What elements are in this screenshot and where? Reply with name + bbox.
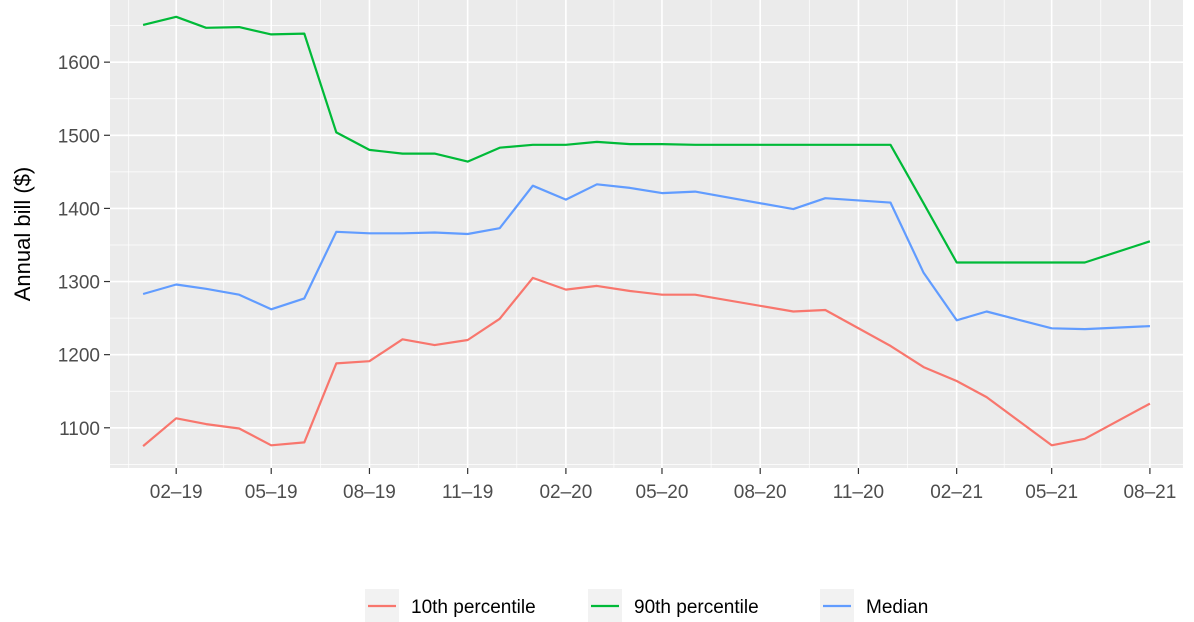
x-axis: 02–19 05–19 08–19 11–19 02–20 05–20 08–20 11–20… [150, 468, 1176, 503]
x-tick-label: 05–21 [1025, 482, 1078, 503]
y-axis-title: Annual bill ($) [10, 167, 35, 302]
series-lines [142, 15, 1151, 447]
series-line-10th-percentile [142, 276, 1151, 447]
x-tick-label: 11–20 [833, 482, 884, 503]
x-tick-label: 02–20 [539, 482, 592, 503]
y-tick-label: 1500 [58, 126, 100, 147]
y-axis: 1100 1200 1300 1400 1500 1600 [58, 53, 110, 440]
x-tick-label: 08–20 [734, 482, 787, 503]
x-tick-label: 05–19 [245, 482, 298, 503]
legend: 10th percentile 90th percentile Median [365, 589, 928, 622]
legend-label-median: Median [866, 597, 928, 618]
x-tick-label: 05–20 [636, 482, 689, 503]
x-tick-label: 02–21 [930, 482, 983, 503]
legend-label-90th-percentile: 90th percentile [634, 597, 759, 618]
y-tick-label: 1200 [58, 346, 100, 367]
y-tick-label: 1600 [58, 53, 100, 74]
legend-label-10th-percentile: 10th percentile [411, 597, 536, 618]
x-tick-label: 08–19 [343, 482, 396, 503]
series-line-median [142, 183, 1150, 331]
y-tick-label: 1100 [59, 419, 100, 440]
y-tick-label: 1400 [58, 199, 100, 220]
x-tick-label: 08–21 [1123, 482, 1176, 503]
x-tick-label: 02–19 [150, 482, 203, 503]
x-tick-label: 11–19 [442, 482, 493, 503]
series-line-90th-percentile [142, 15, 1151, 264]
y-tick-label: 1300 [58, 273, 100, 294]
